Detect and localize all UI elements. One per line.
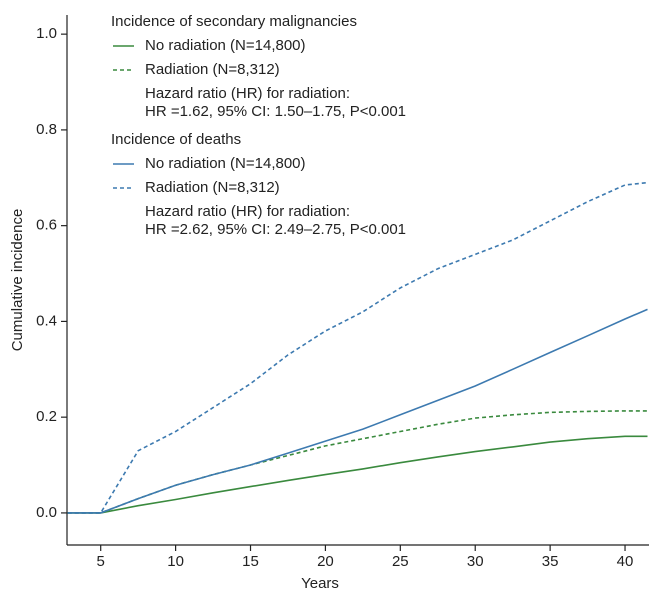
legend-label: No radiation (N=14,800) [145, 37, 306, 54]
legend-note: Hazard ratio (HR) for radiation: [145, 85, 350, 102]
series-line [67, 308, 648, 514]
series-line [67, 435, 648, 514]
y-tick-label: 0.2 [36, 408, 57, 425]
legend-label: Radiation (N=8,312) [145, 61, 280, 78]
legend-note: HR =1.62, 95% CI: 1.50–1.75, P<0.001 [145, 103, 406, 120]
legend-label: No radiation (N=14,800) [145, 155, 306, 172]
x-axis-label: Years [301, 575, 339, 592]
y-tick-label: 0.8 [36, 121, 57, 138]
y-tick-label: 1.0 [36, 25, 57, 42]
series-line [67, 410, 648, 514]
legend-group-title: Incidence of secondary malignancies [111, 13, 357, 30]
x-tick-label: 10 [167, 553, 184, 570]
x-tick-label: 20 [317, 553, 334, 570]
y-tick-label: 0.4 [36, 312, 57, 329]
series-line [67, 181, 648, 514]
x-tick-label: 35 [542, 553, 559, 570]
y-axis-label: Cumulative incidence [9, 209, 26, 352]
legend-note: HR =2.62, 95% CI: 2.49–2.75, P<0.001 [145, 221, 406, 238]
legend-label: Radiation (N=8,312) [145, 179, 280, 196]
x-tick-label: 30 [467, 553, 484, 570]
x-tick-label: 40 [617, 553, 634, 570]
x-tick-label: 5 [97, 553, 105, 570]
legend-note: Hazard ratio (HR) for radiation: [145, 203, 350, 220]
y-tick-label: 0.6 [36, 217, 57, 234]
y-tick-label: 0.0 [36, 504, 57, 521]
x-tick-label: 25 [392, 553, 409, 570]
legend-group-title: Incidence of deaths [111, 131, 241, 148]
x-tick-label: 15 [242, 553, 259, 570]
